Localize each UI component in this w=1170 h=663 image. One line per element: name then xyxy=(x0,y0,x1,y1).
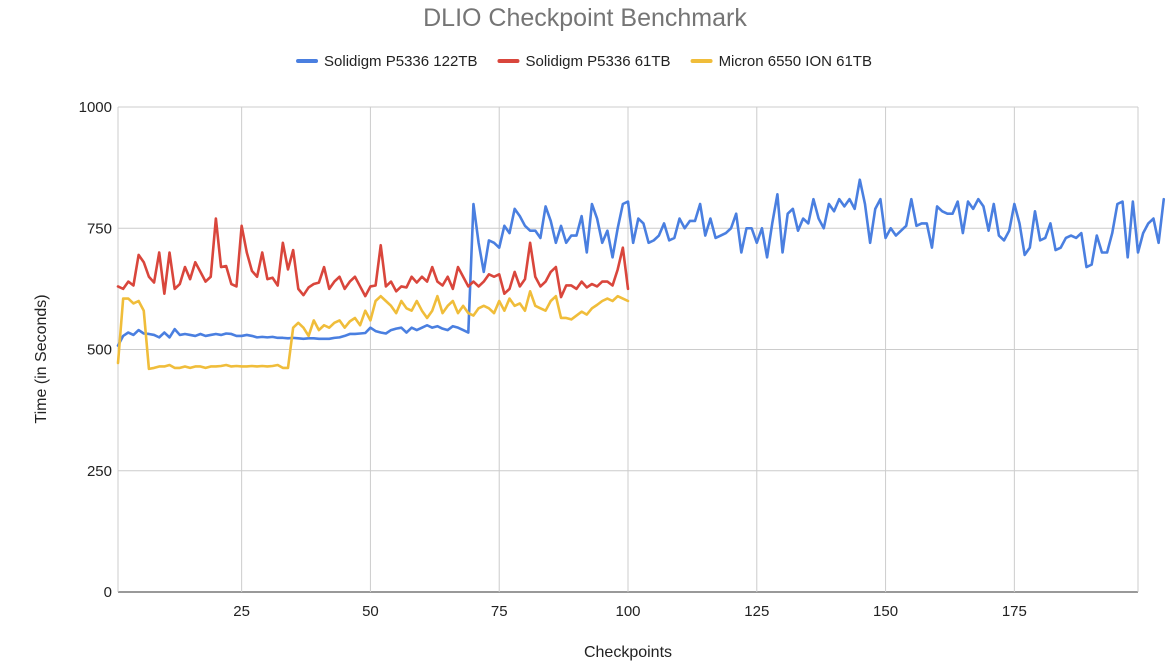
series-line-3 xyxy=(116,289,630,371)
legend-label-1: Solidigm P5336 122TB xyxy=(324,53,477,70)
x-tick-label: 125 xyxy=(744,603,769,620)
legend-label-2: Solidigm P5336 61TB xyxy=(525,53,670,70)
chart-title: DLIO Checkpoint Benchmark xyxy=(423,4,747,32)
x-tick-label: 25 xyxy=(233,603,250,620)
x-axis-title: Checkpoints xyxy=(584,644,672,661)
series-lines xyxy=(116,178,1166,371)
y-axis-ticks: 0 250 500 750 1000 xyxy=(79,99,112,601)
x-tick-label: 100 xyxy=(615,603,640,620)
y-tick-label: 500 xyxy=(87,342,112,359)
x-tick-label: 150 xyxy=(873,603,898,620)
x-tick-label: 50 xyxy=(362,603,379,620)
x-tick-label: 75 xyxy=(491,603,508,620)
series-line-1 xyxy=(116,178,1166,347)
y-axis-title: Time (in Seconds) xyxy=(33,294,50,423)
grid xyxy=(117,106,1139,593)
y-tick-label: 250 xyxy=(87,463,112,480)
x-axis-ticks: 25 50 75 100 125 150 175 xyxy=(233,603,1027,620)
x-tick-label: 175 xyxy=(1002,603,1027,620)
y-tick-label: 0 xyxy=(104,584,112,601)
legend: Solidigm P5336 122TB Solidigm P5336 61TB M… xyxy=(296,53,872,70)
y-tick-label: 750 xyxy=(87,220,112,237)
series-line-2 xyxy=(116,217,630,299)
y-tick-label: 1000 xyxy=(79,99,112,116)
legend-label-3: Micron 6550 ION 61TB xyxy=(719,53,872,70)
